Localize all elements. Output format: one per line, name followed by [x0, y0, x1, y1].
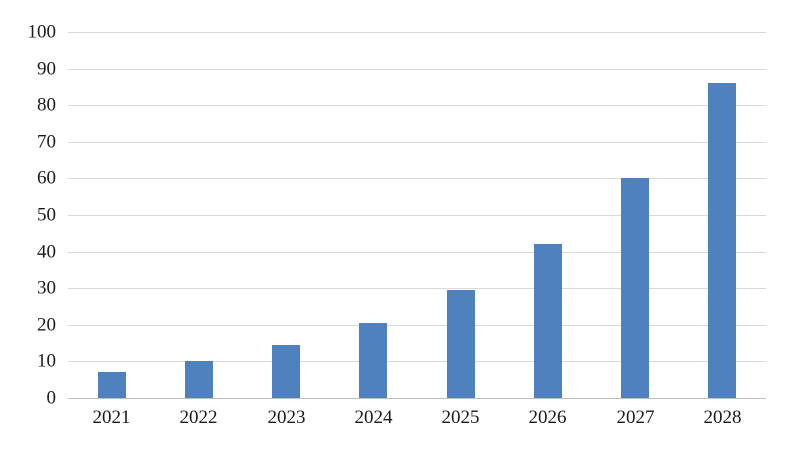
y-axis-tick-label: 30 — [37, 277, 56, 299]
gridline — [68, 215, 766, 216]
bar-2026 — [534, 244, 562, 398]
y-axis-tick-label: 40 — [37, 241, 56, 263]
gridline — [68, 105, 766, 106]
bar-2022 — [185, 361, 213, 398]
x-axis-tick-label: 2027 — [616, 407, 655, 428]
plot-area — [68, 32, 766, 399]
gridline — [68, 32, 766, 33]
x-axis-tick-label: 2028 — [703, 407, 742, 428]
bar-2028 — [708, 83, 736, 398]
y-axis-tick-label: 0 — [46, 387, 57, 409]
x-axis-tick-label: 2023 — [267, 407, 306, 428]
x-axis-tick-label: 2026 — [528, 407, 567, 428]
bar-2025 — [447, 290, 475, 398]
y-axis-tick-label: 90 — [37, 58, 56, 80]
gridline — [68, 178, 766, 179]
gridline — [68, 69, 766, 70]
bar-2027 — [621, 178, 649, 398]
gridline — [68, 325, 766, 326]
gridline — [68, 142, 766, 143]
gridline — [68, 252, 766, 253]
x-axis-tick-label: 2024 — [354, 407, 393, 428]
y-axis-tick-label: 60 — [37, 167, 56, 189]
y-axis-tick-label: 100 — [27, 21, 57, 43]
y-axis-tick-label: 70 — [37, 131, 56, 153]
bar-2021 — [98, 372, 126, 398]
gridline — [68, 361, 766, 362]
x-axis-tick-label: 2022 — [179, 407, 218, 428]
bar-2024 — [359, 323, 387, 398]
x-axis-tick-label: 2025 — [441, 407, 480, 428]
x-axis-tick-label: 2021 — [92, 407, 131, 428]
y-axis-tick-label: 80 — [37, 94, 56, 116]
x-axis-line — [68, 398, 766, 399]
gridline — [68, 288, 766, 289]
y-axis-tick-label: 50 — [37, 204, 56, 226]
y-axis-tick-label: 10 — [37, 350, 56, 372]
y-axis-tick-label: 20 — [37, 314, 56, 336]
bar-2023 — [272, 345, 300, 398]
